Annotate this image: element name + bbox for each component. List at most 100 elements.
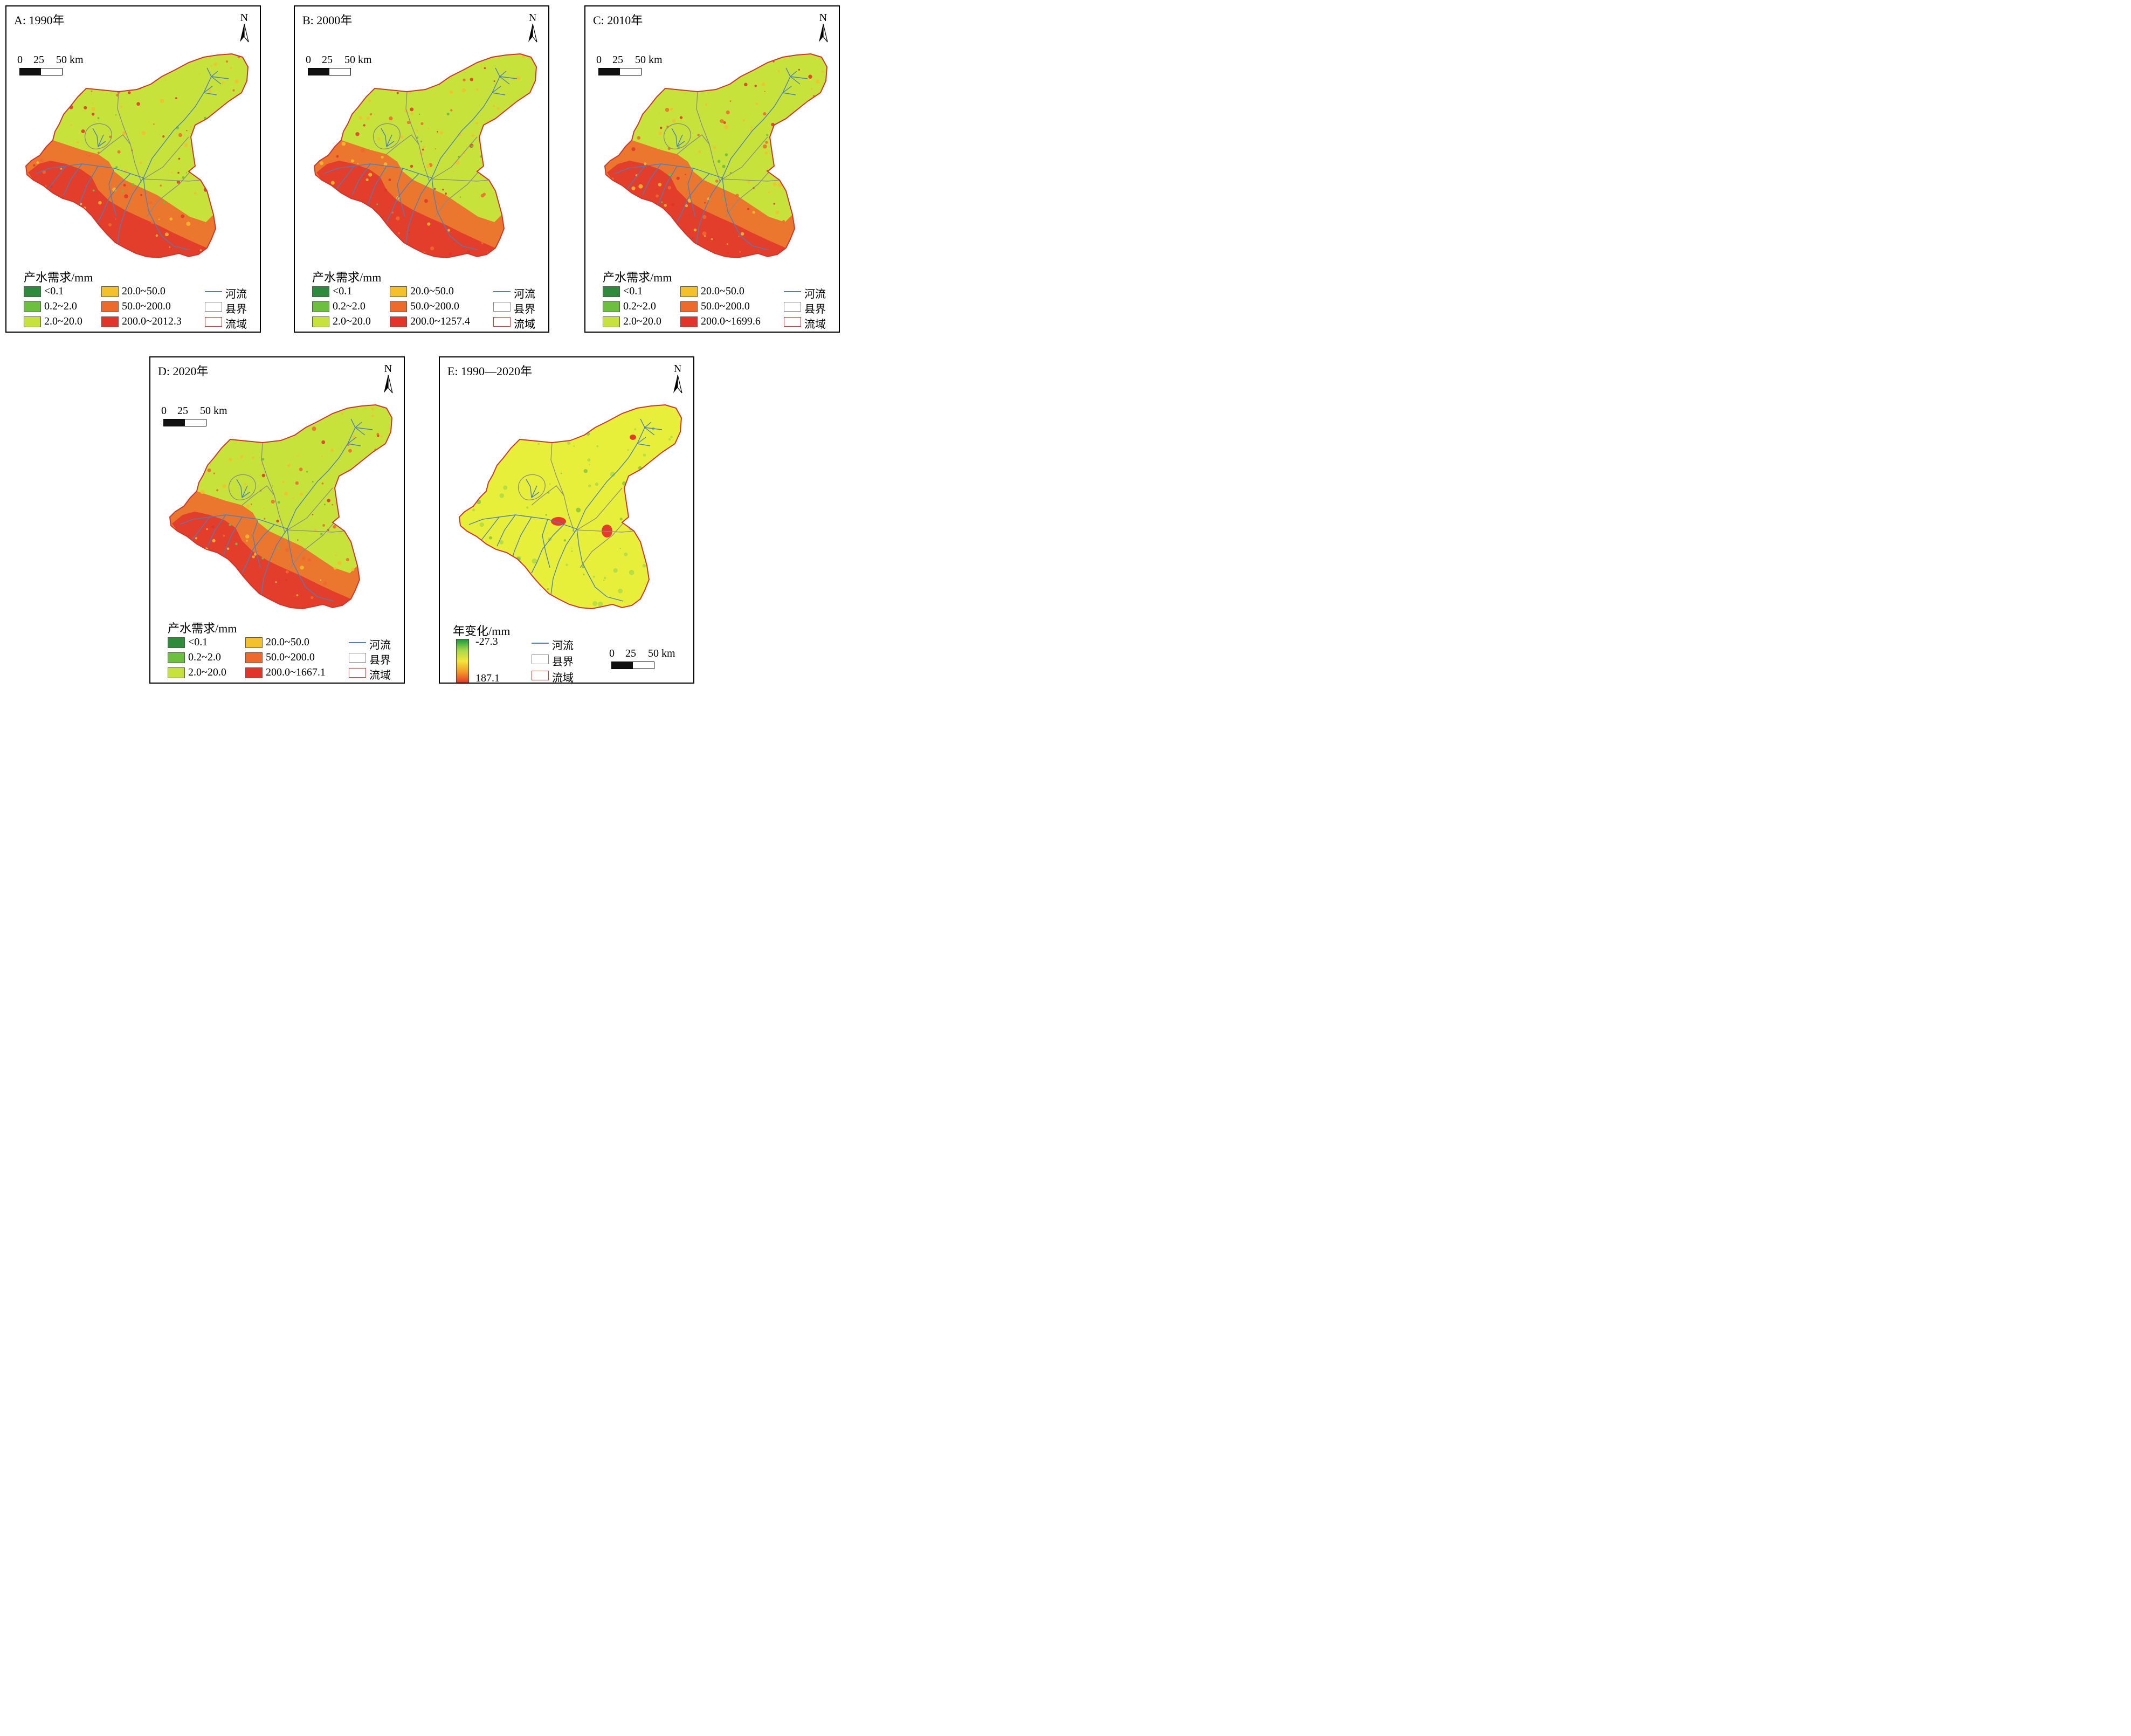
change-patch	[532, 558, 537, 564]
demand-patch	[422, 148, 424, 151]
river-line	[614, 163, 723, 178]
demand-patch	[355, 132, 360, 136]
demand-patch	[631, 147, 636, 151]
change-patch	[610, 471, 616, 477]
change-patch	[613, 568, 618, 573]
demand-patch	[631, 186, 636, 190]
demand-patch	[658, 215, 659, 217]
change-patch	[523, 579, 526, 582]
change-patch	[642, 499, 644, 501]
river-line	[626, 166, 645, 190]
demand-patch	[706, 79, 708, 81]
demand-patch	[348, 604, 350, 607]
river-line	[468, 514, 577, 529]
demand-patch	[354, 601, 356, 603]
demand-patch	[765, 141, 768, 144]
change-patch	[619, 547, 621, 549]
north-arrow-icon: N	[525, 12, 541, 44]
county-boundary	[146, 166, 196, 217]
demand-patch	[727, 252, 729, 254]
demand-patch	[272, 432, 274, 436]
demand-patch	[176, 180, 181, 184]
map-panel-b: B: 2000年 N 0 25 50 km 产水需求/mm <0.1 0.2~2.0…	[294, 5, 549, 333]
demand-patch	[235, 247, 238, 251]
demand-patch	[261, 473, 265, 478]
demand-patch	[671, 203, 675, 206]
change-patch	[643, 453, 646, 457]
demand-patch	[199, 249, 202, 251]
demand-patch	[615, 61, 618, 65]
demand-patch	[621, 140, 625, 144]
demand-patch	[197, 412, 200, 416]
demand-patch	[321, 440, 326, 444]
river-line	[637, 418, 663, 446]
county-boundary	[242, 485, 275, 506]
county-boundary	[405, 91, 430, 183]
demand-patch	[481, 64, 482, 65]
basin-boundary	[313, 53, 537, 259]
scale-bar: 0 25 50 km	[596, 54, 663, 75]
demand-patch	[363, 124, 365, 127]
north-arrow-icon: N	[236, 12, 252, 44]
legend: 产水需求/mm <0.1 0.2~2.0 2.0~20.0 20.0~50.0 …	[22, 268, 259, 330]
demand-patch	[330, 218, 332, 221]
demand-patch	[618, 219, 621, 223]
river-line	[442, 222, 479, 251]
demand-patch	[705, 103, 708, 106]
demand-patch	[427, 128, 430, 129]
demand-patch	[713, 146, 716, 149]
north-label: N	[384, 363, 392, 375]
demand-patch	[38, 138, 43, 143]
river-line	[642, 163, 661, 196]
demand-patch	[763, 112, 767, 116]
demand-patch	[485, 127, 489, 131]
map-panel-c: C: 2010年 N 0 25 50 km 产水需求/mm <0.1 0.2~2.0…	[584, 5, 840, 333]
water-demand-map	[169, 404, 393, 610]
river-line	[480, 516, 500, 541]
county-boundary	[722, 178, 780, 182]
north-label: N	[528, 12, 537, 24]
river-line	[191, 516, 210, 541]
demand-patch	[810, 87, 813, 90]
demand-patch	[813, 202, 815, 203]
demand-patch	[371, 414, 375, 418]
demand-patch	[439, 131, 443, 135]
demand-patch	[624, 131, 627, 134]
demand-patch	[224, 203, 227, 205]
demand-patch	[250, 473, 251, 475]
demand-patch	[213, 472, 215, 474]
demand-patch	[189, 458, 191, 460]
demand-patch	[739, 251, 741, 253]
water-demand-map	[604, 53, 828, 259]
demand-patch	[813, 204, 815, 206]
demand-patch	[177, 171, 180, 174]
demand-patch	[186, 130, 188, 132]
demand-patch	[623, 74, 625, 77]
demand-patch	[98, 201, 102, 205]
demand-patch	[98, 73, 100, 76]
demand-patch	[80, 203, 82, 205]
demand-patch	[184, 143, 188, 147]
river-line	[252, 519, 261, 568]
change-patch	[573, 445, 575, 447]
demand-patch	[132, 183, 134, 186]
river-line	[405, 177, 432, 244]
river-line	[677, 173, 710, 223]
basin-fill	[314, 54, 536, 258]
change-patch	[461, 480, 464, 483]
change-patch	[523, 436, 527, 439]
legend-title: 年变化/mm	[453, 624, 511, 638]
demand-patch	[158, 218, 160, 221]
demand-patch	[426, 164, 430, 168]
demand-patch	[461, 88, 466, 93]
map-panel-e: E: 1990—2020年 N 年变化/mm -27.3 187.1 河流 县界…	[439, 356, 694, 684]
demand-patch	[697, 134, 700, 136]
demand-patch	[820, 109, 822, 111]
demand-patch	[504, 113, 505, 115]
demand-patch	[346, 405, 348, 408]
demand-patch	[164, 79, 167, 81]
river-line	[203, 67, 229, 95]
demand-patch	[724, 125, 728, 129]
demand-patch	[463, 151, 466, 154]
demand-patch	[694, 80, 696, 82]
